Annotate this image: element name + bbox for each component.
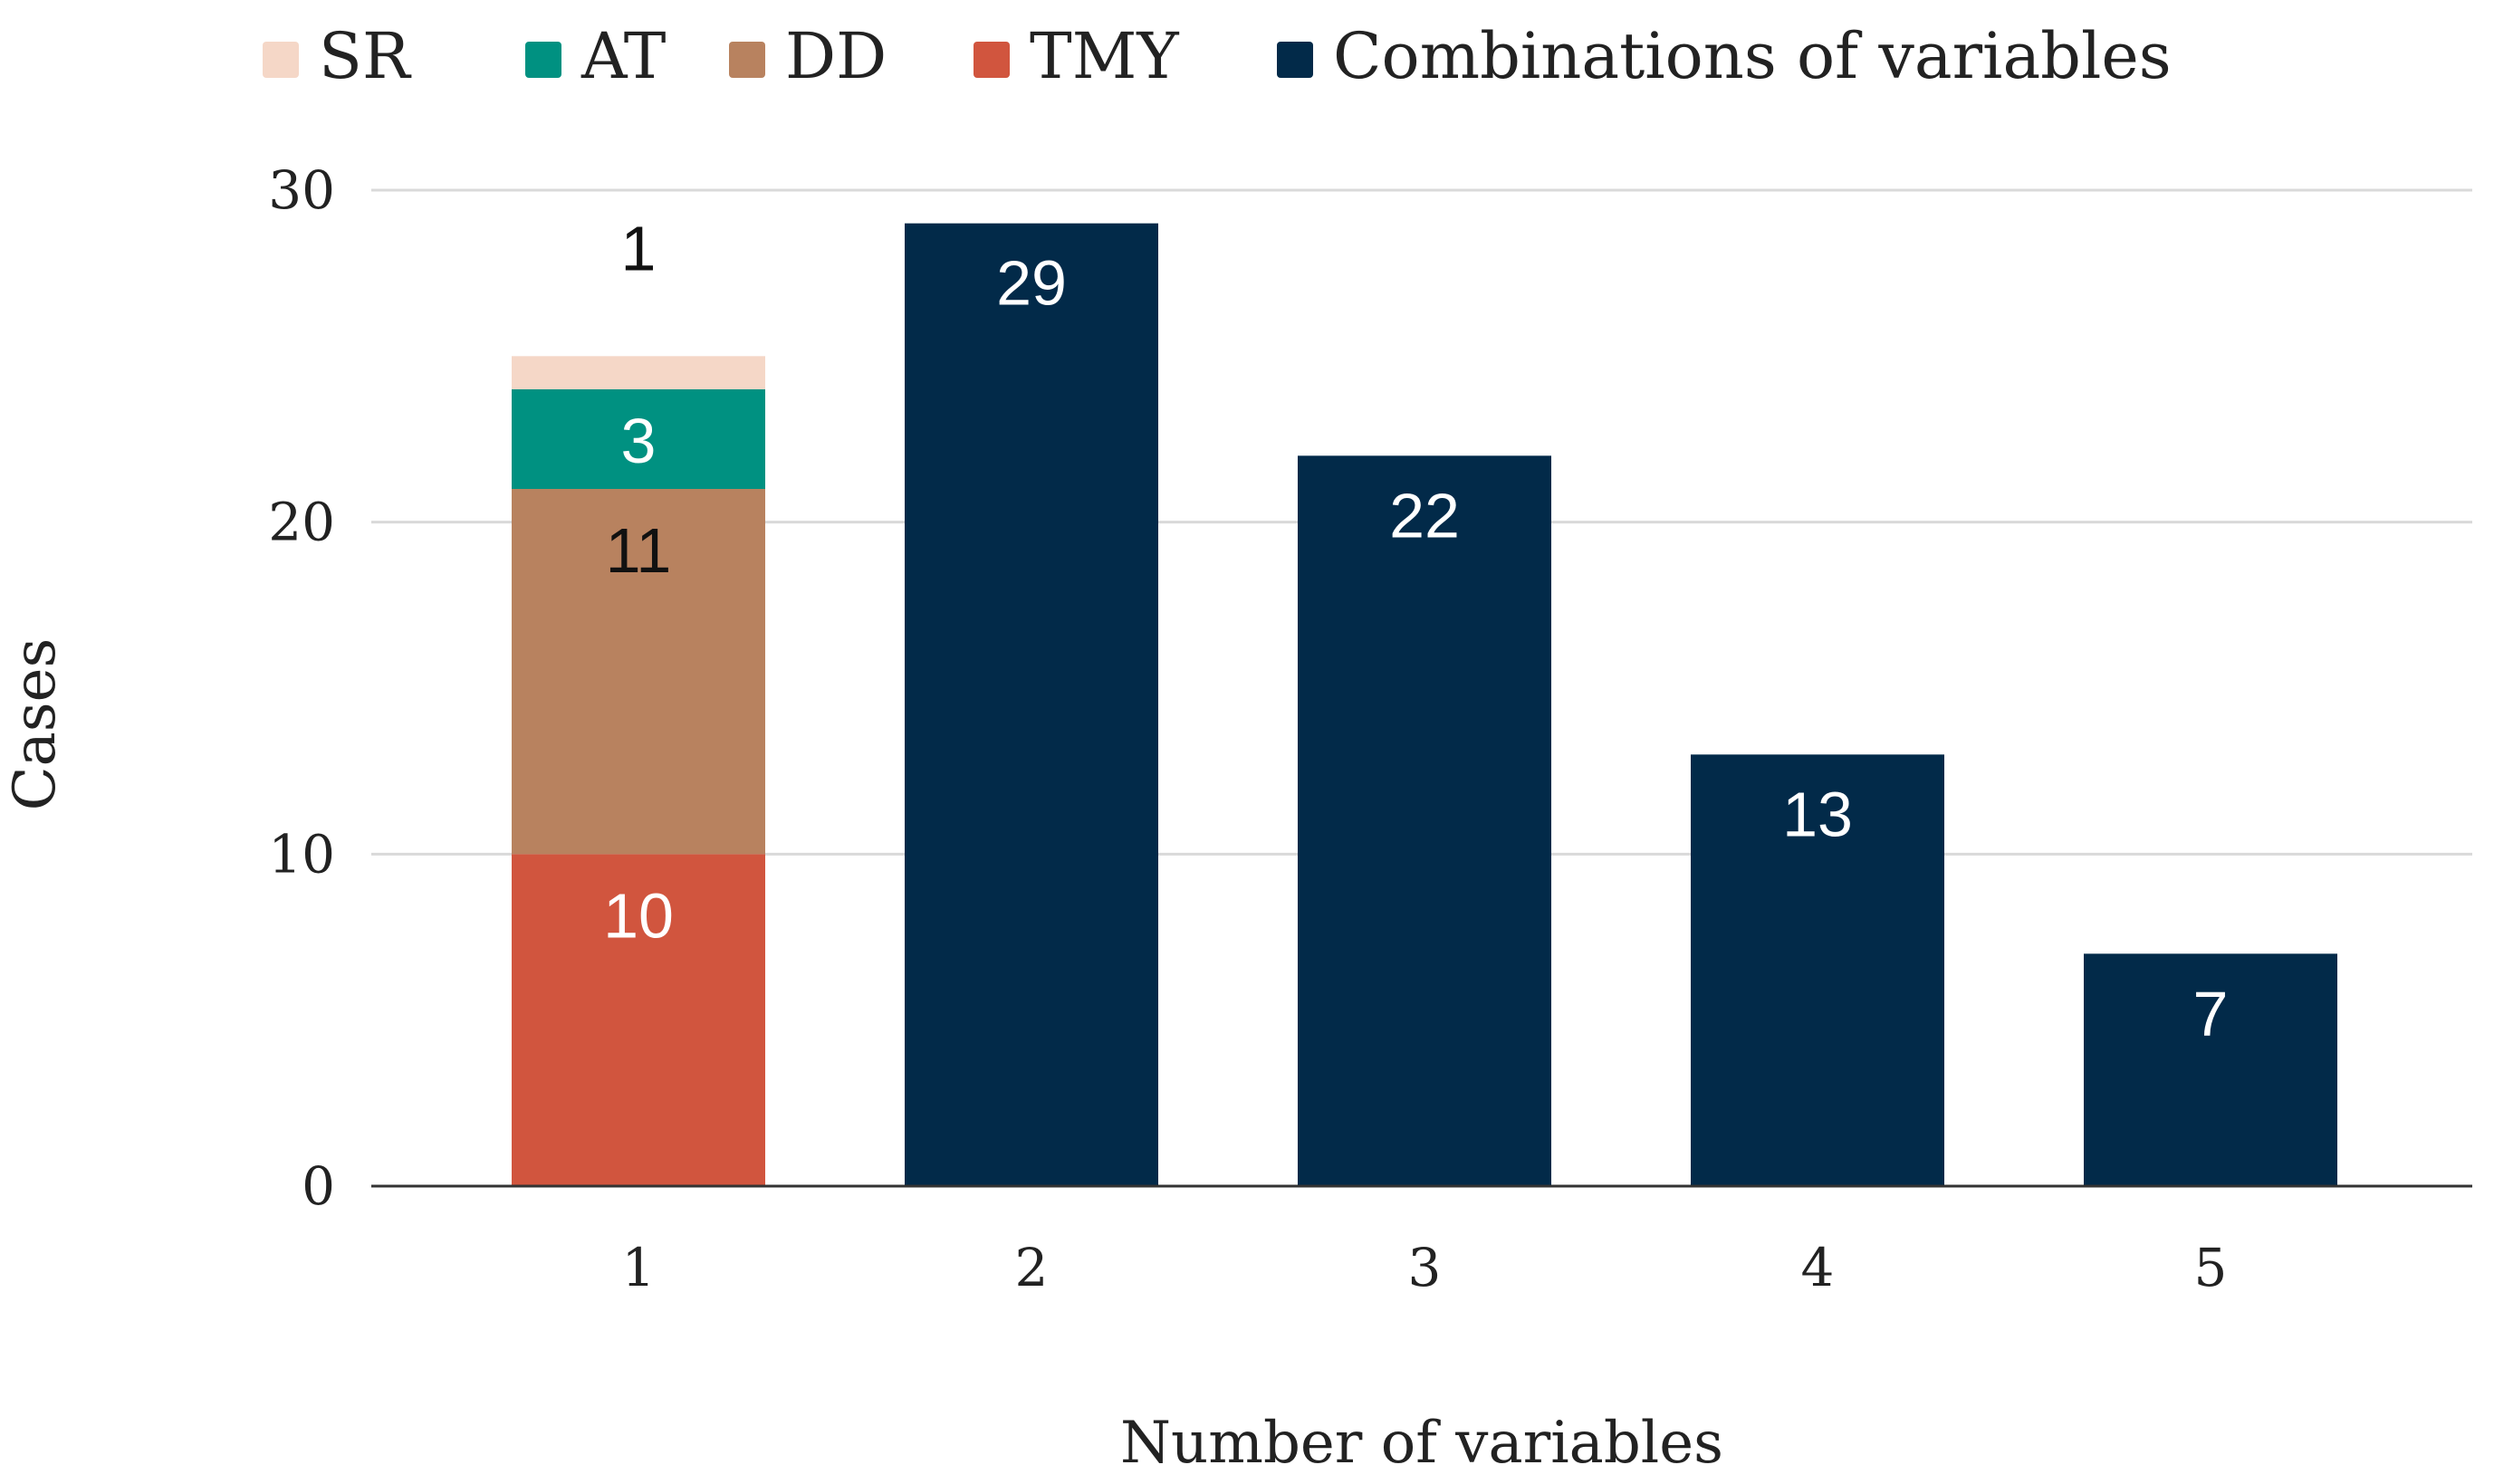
- y-axis-title: Cases: [2, 638, 69, 811]
- y-tick-label: 10: [268, 823, 335, 885]
- data-label: 29: [996, 248, 1067, 319]
- x-tick-label: 1: [622, 1237, 656, 1298]
- legend-label: TMY: [1030, 19, 1179, 93]
- bar-combinations-of-variables-3: [1298, 455, 1551, 1186]
- data-label: 22: [1389, 480, 1460, 551]
- legend-swatch-sr: [263, 42, 299, 78]
- x-axis-title: Number of variables: [1120, 1410, 1723, 1477]
- data-label: 13: [1782, 779, 1853, 849]
- bars: [512, 223, 2337, 1187]
- legend-swatch-combinations-of-variables: [1277, 42, 1313, 78]
- y-tick-labels: 0 10 20 30: [268, 159, 335, 1217]
- bar-combinations-of-variables-5: [2084, 953, 2337, 1186]
- x-tick-label: 5: [2194, 1237, 2228, 1298]
- y-tick-label: 0: [302, 1155, 335, 1217]
- bar-sr-1: [512, 356, 765, 389]
- y-tick-label: 20: [268, 492, 335, 553]
- data-label: 1: [621, 213, 657, 283]
- data-label: 11: [606, 515, 672, 586]
- y-tick-label: 30: [268, 159, 335, 221]
- legend: SR AT DD TMY Combinations of variables: [263, 19, 2172, 93]
- legend-swatch-at: [525, 42, 561, 78]
- bar-combinations-of-variables-4: [1691, 754, 1944, 1186]
- x-tick-labels: 1 2 3 4 5: [622, 1237, 2228, 1298]
- bar-tmy-1: [512, 854, 765, 1186]
- legend-label: AT: [580, 19, 666, 93]
- data-label: 7: [2193, 978, 2229, 1048]
- bar-at-1: [512, 389, 765, 489]
- data-label: 10: [603, 880, 674, 951]
- bar-dd-1: [512, 489, 765, 855]
- legend-label: SR: [319, 19, 412, 93]
- x-tick-label: 4: [1801, 1237, 1835, 1298]
- legend-swatch-dd: [729, 42, 765, 78]
- legend-label: DD: [785, 19, 887, 93]
- x-tick-label: 3: [1408, 1237, 1442, 1298]
- bar-labels: 10 11 3 1 29 22 13 7: [603, 213, 2228, 1048]
- x-tick-label: 2: [1015, 1237, 1049, 1298]
- data-label: 3: [621, 406, 657, 476]
- legend-swatch-tmy: [974, 42, 1010, 78]
- bar-combinations-of-variables-2: [905, 223, 1158, 1187]
- legend-label: Combinations of variables: [1333, 19, 2172, 93]
